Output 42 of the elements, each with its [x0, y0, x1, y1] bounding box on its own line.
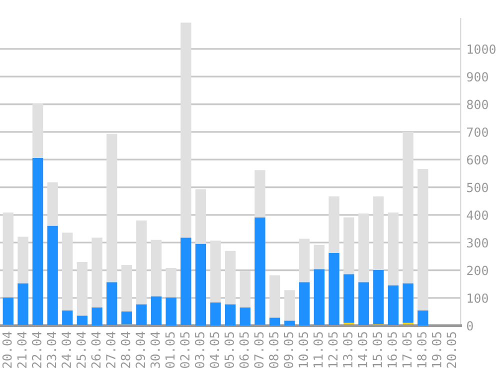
x-tick-label: 27.04 — [106, 332, 116, 368]
x-tick-label: 24.04 — [62, 332, 72, 368]
x-tick-label: 02.05 — [180, 332, 190, 368]
x-tick-label: 14.05 — [358, 332, 368, 368]
x-tick-label: 19.05 — [432, 332, 442, 368]
x-tick-label: 07.05 — [254, 332, 264, 368]
x-tick-label: 08.05 — [268, 332, 278, 368]
x-tick-label: 05.05 — [224, 332, 234, 368]
x-tick-label: 10.05 — [298, 332, 308, 368]
y-tick-label: 600 — [467, 155, 488, 165]
x-tick-label: 29.04 — [136, 332, 146, 368]
x-tick-label: 30.04 — [150, 332, 160, 368]
y-tick-label: 800 — [467, 100, 488, 110]
x-tick-label: 26.04 — [91, 332, 101, 368]
x-tick-label: 03.05 — [194, 332, 204, 368]
y-tick-label: 900 — [466, 72, 488, 82]
x-tick-label: 12.05 — [328, 332, 338, 368]
x-tick-label: 04.05 — [210, 332, 220, 368]
x-tick-label: 01.05 — [165, 332, 175, 368]
x-tick-label: 20.05 — [446, 332, 456, 368]
x-tick-label: 25.04 — [76, 332, 86, 368]
y-tick-label: 400 — [466, 210, 488, 220]
y-tick-label: 500 — [467, 182, 488, 192]
x-tick-label: 09.05 — [284, 332, 294, 368]
x-tick-label: 20.04 — [2, 332, 12, 368]
x-tick-label: 21.04 — [17, 332, 27, 368]
x-tick-label: 17.05 — [402, 332, 412, 368]
x-tick-label: 16.05 — [387, 332, 397, 368]
y-tick-label: 700 — [467, 127, 488, 137]
x-tick-label: 22.04 — [32, 332, 42, 368]
y-tick-label: 1000 — [468, 44, 496, 54]
y-tick-label: 200 — [467, 266, 488, 276]
y-tick-label: 300 — [467, 238, 488, 248]
y-tick-label: 100 — [468, 293, 488, 303]
x-tick-label: 13.05 — [343, 332, 352, 368]
y-tick-label: 0 — [467, 321, 473, 331]
x-tick-label: 15.05 — [372, 332, 382, 368]
x-tick-label: 23.04 — [46, 332, 56, 368]
x-tick-label: 28.04 — [120, 332, 130, 368]
x-tick-label: 18.05 — [417, 332, 427, 368]
x-tick-label: 06.05 — [239, 332, 249, 368]
x-tick-label: 11.05 — [313, 332, 323, 368]
